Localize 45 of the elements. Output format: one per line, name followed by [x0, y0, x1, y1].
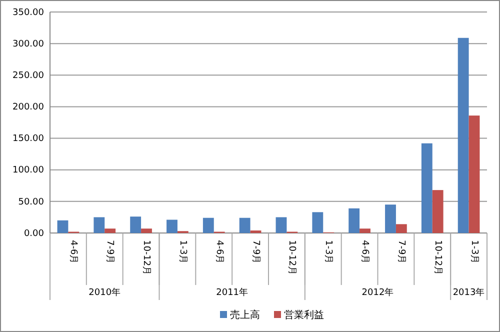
y-tick-label: 200.00 [12, 102, 44, 113]
bar [432, 190, 444, 233]
text: 2010年 [88, 287, 121, 298]
y-tick-label: 350.00 [12, 8, 44, 18]
y-tick-label: 300.00 [12, 39, 44, 50]
legend-label: 営業利益 [284, 309, 324, 321]
x-tick-label: 1-3月 [177, 240, 188, 264]
y-tick-label: 250.00 [12, 71, 44, 82]
bar [276, 217, 287, 233]
x-tick-label: 7-9月 [250, 240, 260, 264]
text: 2012年 [362, 287, 394, 298]
y-tick-label: 150.00 [12, 134, 44, 144]
bar [360, 228, 370, 233]
bar [458, 38, 469, 233]
y-tick-label: 100.00 [12, 166, 44, 176]
bar [239, 218, 250, 233]
x-tick-label: 1-3月 [323, 240, 334, 264]
text: 2011年 [216, 287, 248, 298]
y-tick-label: 0.00 [24, 228, 44, 239]
x-tick-label: 10-12月 [432, 240, 442, 276]
y-tick-label: 50.00 [18, 197, 44, 208]
bar [396, 224, 407, 233]
x-tick-label: 7-9月 [396, 240, 406, 264]
bar [385, 204, 396, 233]
x-tick-label: 10-12月 [141, 240, 152, 276]
text: 2013年 [452, 287, 485, 298]
x-tick-label: 4-6月 [214, 240, 224, 264]
legend-label: 売上高 [230, 309, 260, 321]
bar [202, 218, 214, 233]
bar [130, 216, 142, 233]
bar [104, 228, 116, 233]
bar [312, 212, 324, 233]
bar [166, 220, 178, 233]
x-tick-label: 4-6月 [68, 240, 78, 264]
bar [348, 208, 360, 233]
x-tick-label: 4-6月 [360, 240, 370, 264]
x-tick-label: 7-9月 [104, 240, 115, 264]
bar [468, 116, 480, 233]
bar [141, 228, 152, 233]
bar [250, 230, 262, 233]
bar [94, 217, 105, 233]
bar [57, 220, 68, 233]
x-tick-label: 10-12月 [286, 240, 297, 276]
x-tick-label: 1-3月 [468, 240, 479, 264]
bar [421, 143, 432, 233]
